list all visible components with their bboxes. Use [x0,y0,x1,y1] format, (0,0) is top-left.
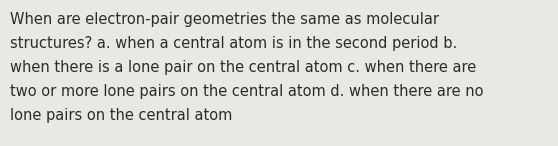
Text: structures? a. when a central atom is in the second period b.: structures? a. when a central atom is in… [10,36,457,51]
Text: when there is a lone pair on the central atom c. when there are: when there is a lone pair on the central… [10,60,476,75]
Text: lone pairs on the central atom: lone pairs on the central atom [10,108,232,123]
Text: two or more lone pairs on the central atom d. when there are no: two or more lone pairs on the central at… [10,84,483,99]
Text: When are electron-pair geometries the same as molecular: When are electron-pair geometries the sa… [10,12,439,27]
